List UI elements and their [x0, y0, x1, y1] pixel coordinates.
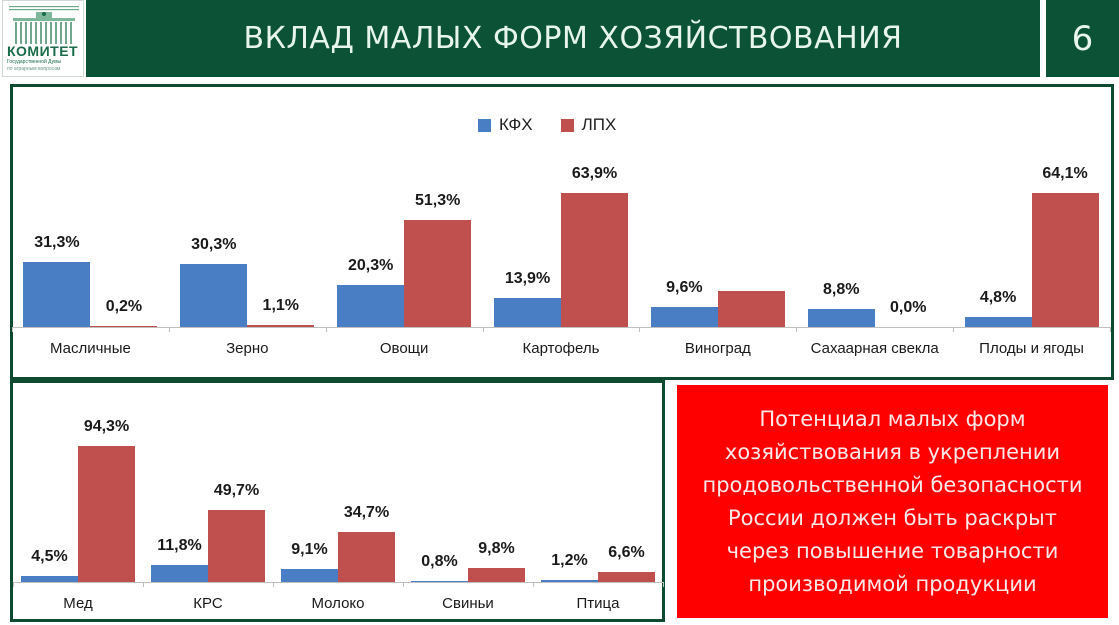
data-label: 0,8% [421, 552, 458, 570]
bar-lph [78, 446, 135, 582]
legend-label-lph: ЛПХ [581, 115, 617, 134]
bar-kfh [21, 575, 78, 582]
category-label: Картофель [522, 340, 600, 357]
x-axis-tick [143, 582, 144, 587]
x-axis-tick [1110, 327, 1111, 332]
bar-kfh [281, 568, 338, 582]
category-label: Молоко [311, 595, 365, 612]
bar-kfh [650, 306, 718, 327]
data-label: 4,5% [31, 547, 68, 565]
data-label: 0,2% [105, 297, 143, 315]
data-label: 31,3% [34, 233, 80, 251]
data-label: 9,6% [666, 278, 703, 296]
bar-lph [404, 219, 472, 327]
callout-text: Потенциал малых форм хозяйствования в ук… [702, 403, 1082, 601]
data-label: 13,9% [504, 269, 551, 287]
category-label: Виноград [684, 340, 751, 357]
data-label: 30,3% [191, 235, 237, 253]
logo-subtitle-1: Государственной Думы [7, 59, 62, 65]
category-label: Масличные [49, 340, 131, 357]
bar-lph [247, 324, 315, 327]
x-axis-tick [639, 327, 641, 332]
data-label: 1,2% [551, 552, 588, 570]
duma-building-icon [9, 6, 79, 44]
data-label: 8,8% [822, 280, 860, 298]
legend-swatch-lph [560, 118, 574, 132]
bar-lph [1031, 193, 1099, 327]
x-axis-tick [13, 582, 14, 587]
x-axis-tick [168, 327, 170, 332]
x-axis-tick [796, 327, 798, 332]
category-label: Сахаарная свекла [810, 340, 939, 357]
category-label: Плоды и ягоды [979, 340, 1084, 357]
data-label: 1,1% [262, 296, 300, 314]
data-label: 51,3% [414, 191, 461, 209]
bar-kfh [151, 565, 208, 582]
data-label: 4,8% [979, 288, 1017, 306]
legend-label-kfh: КФХ [499, 115, 533, 134]
category-label: Овощи [379, 340, 429, 357]
callout-box: Потенциал малых форм хозяйствования в ук… [677, 385, 1108, 618]
data-label: 64,1% [1042, 165, 1088, 183]
data-label: 20,3% [347, 256, 394, 274]
x-axis-line [13, 582, 663, 583]
bar-lph [717, 291, 785, 327]
bar-lph [598, 572, 655, 582]
legend-swatch-kfh [478, 118, 491, 132]
bar-lph [90, 325, 158, 327]
x-axis-tick [482, 327, 484, 332]
bar-kfh [180, 263, 248, 327]
data-label: 94,3% [83, 418, 130, 436]
category-label: Птица [576, 595, 620, 612]
x-axis-tick [325, 327, 327, 332]
category-label: Мед [63, 595, 93, 612]
slide-title: ВКЛАД МАЛЫХ ФОРМ ХОЗЯЙСТВОВАНИЯ [243, 21, 903, 56]
chart-legend: КФХ ЛПХ [478, 115, 616, 135]
callout-line: России должен быть раскрыт [727, 505, 1057, 530]
page-number: 6 [1071, 18, 1094, 59]
data-label: 11,8% [157, 537, 202, 554]
bar-lph [561, 193, 628, 327]
bar-lph [338, 532, 395, 582]
category-label: Свиньи [442, 595, 494, 612]
data-label: 9,8% [478, 539, 515, 557]
x-axis-tick [663, 582, 664, 587]
x-axis-tick [403, 582, 404, 587]
bar-kfh [23, 261, 91, 327]
data-label: 49,7% [213, 482, 260, 500]
bar-kfh [807, 308, 875, 327]
bar-lph [468, 567, 525, 582]
data-label: 0,0% [889, 299, 927, 316]
callout-line: производимой продукции [748, 571, 1037, 596]
bar-kfh [337, 284, 405, 327]
x-axis-tick [273, 582, 274, 587]
bar-lph [208, 510, 265, 582]
bar-kfh [411, 580, 468, 582]
logo-subtitle-2: по аграрным вопросам [7, 66, 61, 72]
data-label: 9,1% [291, 540, 328, 558]
bar-kfh [494, 297, 561, 327]
page-number-box: 6 [1046, 0, 1119, 77]
slide-header: ВКЛАД МАЛЫХ ФОРМ ХОЗЯЙСТВОВАНИЯ [86, 0, 1040, 77]
data-label: 63,9% [571, 165, 618, 183]
legend-item-kfh: КФХ [478, 115, 533, 135]
x-axis-tick [953, 327, 955, 332]
callout-line: продовольственной безопасности [702, 472, 1083, 497]
data-label: 6,6% [608, 544, 645, 562]
committee-logo: КОМИТЕТ Государственной Думы по аграрным… [2, 0, 84, 77]
callout-line: хозяйствования в укреплении [724, 439, 1061, 464]
x-axis-tick [12, 327, 13, 332]
x-axis-line [12, 327, 1110, 328]
bar-kfh [541, 580, 598, 582]
logo-title: КОМИТЕТ [7, 43, 79, 59]
x-axis-tick [533, 582, 534, 587]
legend-item-lph: ЛПХ [560, 115, 617, 135]
callout-line: Потенциал малых форм [759, 406, 1026, 431]
callout-line: через повышение товарности [726, 538, 1059, 563]
bar-kfh [964, 316, 1032, 327]
data-label: 34,7% [343, 504, 390, 522]
category-label: Зерно [226, 340, 269, 357]
category-label: КРС [193, 595, 223, 612]
